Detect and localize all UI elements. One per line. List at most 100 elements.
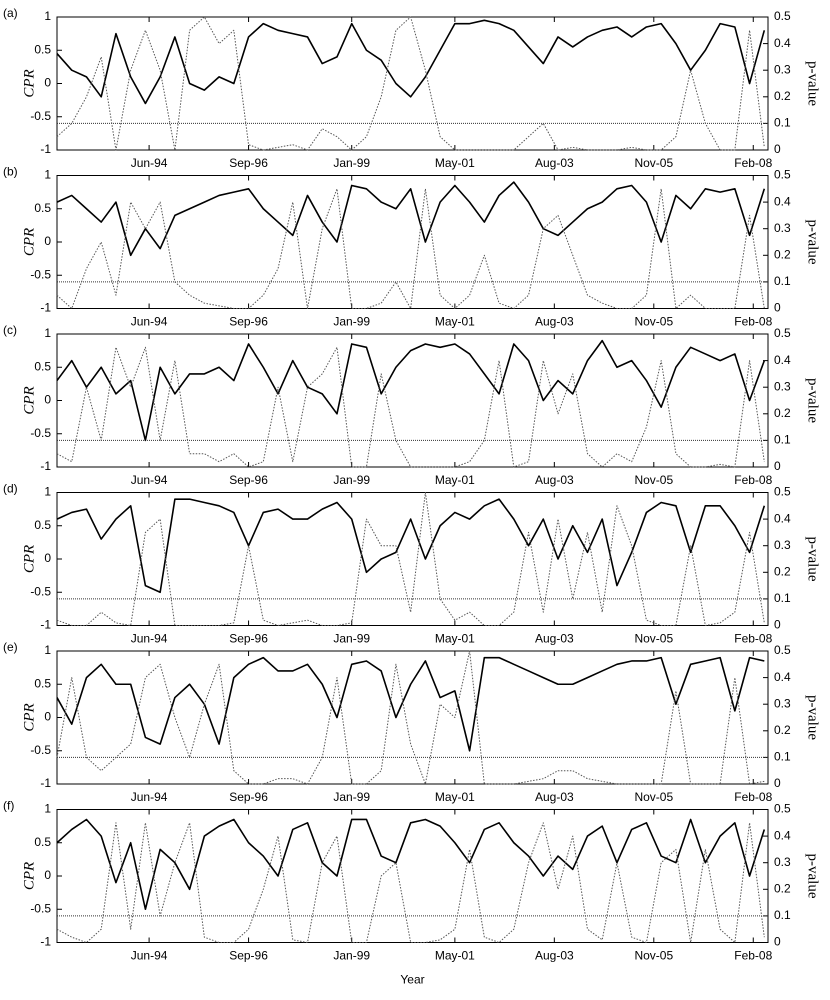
y2-axis-label: p-value [805,220,821,265]
y2-tick-label: 0.4 [774,828,791,842]
y-tick-label: 0.5 [34,835,51,849]
y2-tick-label: 0.5 [774,485,791,499]
x-tick-label: May-01 [435,790,475,804]
y2-tick-label: 0 [774,142,781,156]
y-tick-label: -1 [40,935,51,949]
x-tick-label: Feb-08 [734,790,772,804]
cpr-line [56,498,766,594]
y2-axis-label: p-value [805,378,821,423]
x-tick-label: Feb-08 [734,156,772,170]
x-tick-label: Jan-99 [333,473,370,487]
x-tick-label: Sep-96 [229,632,268,646]
x-tick-label: Jan-99 [333,315,370,329]
y2-tick-label: 0.5 [774,9,791,23]
y2-tick-label: 0.2 [774,881,791,895]
panel-label: (d) [3,482,18,496]
cpr-line [56,656,765,752]
y2-tick-label: 0.2 [774,723,791,737]
x-tick-label: Nov-05 [634,315,673,329]
y2-tick-label: 0.3 [774,696,791,710]
y2-tick-label: 0.4 [774,36,791,50]
x-tick-label: Aug-03 [535,315,574,329]
y2-tick-label: 0.3 [774,221,791,235]
x-tick-label: Jun-94 [131,315,168,329]
y-tick-label: 1 [44,643,51,657]
p-value-line [56,346,765,468]
y-tick-label: -0.5 [30,901,51,915]
y-tick-label: -0.5 [30,109,51,123]
y2-tick-label: 0.4 [774,194,791,208]
p-value-line [56,650,765,785]
x-tick-label: Aug-03 [535,156,574,170]
y2-tick-label: 0.4 [774,353,791,367]
x-tick-label: Nov-05 [634,949,673,963]
x-tick-label: Aug-03 [535,949,574,963]
y-tick-label: 0.5 [34,518,51,532]
x-tick-label: May-01 [435,156,475,170]
y2-tick-label: 0.2 [774,89,791,103]
y-tick-label: 1 [44,802,51,816]
plot-frame [56,333,769,468]
y-tick-label: 0 [44,393,51,407]
y-axis-label: CPR [21,862,37,890]
y2-tick-label: 0.3 [774,62,791,76]
y2-tick-label: 0 [774,459,781,473]
x-tick-label: Sep-96 [229,473,268,487]
x-tick-label: May-01 [435,315,475,329]
y-tick-label: 1 [44,168,51,182]
x-tick-label: May-01 [435,632,475,646]
y2-tick-label: 0.2 [774,564,791,578]
y-tick-label: -0.5 [30,267,51,281]
y-tick-label: -1 [40,618,51,632]
panel-label: (c) [3,323,17,337]
y-tick-label: -1 [40,459,51,473]
y-tick-label: 1 [44,485,51,499]
y2-tick-label: 0.1 [774,274,791,288]
cpr-line [56,818,766,911]
y2-tick-label: 0 [774,618,781,632]
x-tick-label: Nov-05 [634,790,673,804]
p-value-line [56,492,765,626]
y2-tick-label: 0.2 [774,406,791,420]
panel-label: (f) [3,799,14,813]
x-tick-label: Nov-05 [634,632,673,646]
y-tick-label: -0.5 [30,584,51,598]
y-tick-label: 0 [44,234,51,248]
y-tick-label: -0.5 [30,426,51,440]
p-value-line [56,188,765,309]
y2-tick-label: 0.1 [774,750,791,764]
x-tick-label: Jan-99 [333,790,370,804]
y-axis-label: CPR [21,228,37,256]
y-axis-label: CPR [21,69,37,97]
cpr-line [56,339,766,442]
y2-tick-label: 0.5 [774,326,791,340]
y2-tick-label: 0.3 [774,538,791,552]
y-tick-label: 0.5 [34,201,51,215]
x-tick-label: Jan-99 [333,156,370,170]
y2-tick-label: 0.1 [774,433,791,447]
y-tick-label: 0 [44,710,51,724]
y2-axis-label: p-value [805,695,821,740]
y-tick-label: -1 [40,776,51,790]
y2-tick-label: 0.5 [774,168,791,182]
y2-axis-label: p-value [805,854,821,899]
y2-tick-label: 0.2 [774,247,791,261]
y2-tick-label: 0.1 [774,908,791,922]
x-tick-label: Sep-96 [229,156,268,170]
p-value-line [56,822,765,943]
x-tick-label: Feb-08 [734,315,772,329]
y-axis-label: CPR [21,545,37,573]
cpr-line [56,181,766,257]
plot-frame [56,16,769,151]
y-tick-label: -1 [40,301,51,315]
panel-label: (e) [3,640,18,654]
y-tick-label: 0 [44,868,51,882]
y-tick-label: -1 [40,142,51,156]
x-tick-label: Sep-96 [229,790,268,804]
panel-label: (a) [3,6,18,20]
y2-tick-label: 0.1 [774,591,791,605]
plot-frame [56,650,769,785]
x-tick-label: Aug-03 [535,473,574,487]
